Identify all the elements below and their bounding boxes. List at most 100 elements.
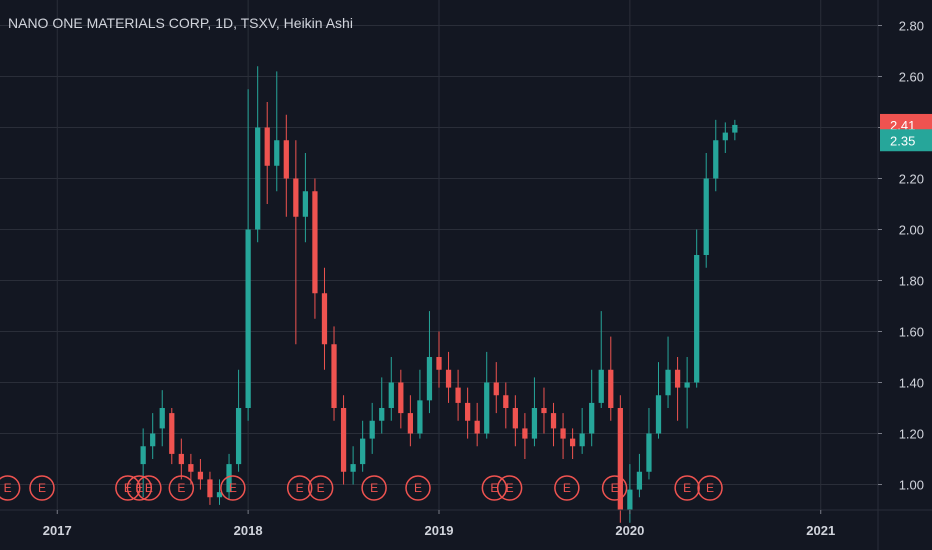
candle-body: [465, 402, 471, 421]
time-axis[interactable]: 2017 2018 2019 2020 2021: [43, 510, 835, 538]
candle-body: [340, 408, 347, 472]
candle-body: [617, 408, 623, 510]
candle-body: [293, 178, 299, 217]
candle-body: [674, 369, 681, 388]
candle-body: [665, 369, 671, 396]
candle-body: [178, 453, 184, 465]
earnings-marker[interactable]: [601, 475, 628, 501]
candle-body: [703, 178, 709, 255]
earnings-marker-label: E: [563, 481, 571, 495]
candle-body: [207, 479, 213, 498]
y-tick-label: 2.20: [899, 172, 924, 187]
candle-body: [436, 357, 442, 370]
earnings-marker-label: E: [135, 481, 143, 495]
y-tick-label: 1.00: [899, 478, 924, 493]
earnings-marker-label: E: [490, 481, 498, 495]
candle-body: [636, 471, 643, 490]
candle-body: [569, 438, 576, 447]
candle-body: [484, 382, 490, 434]
x-tick-label: 2019: [425, 523, 454, 538]
candle-body: [493, 382, 499, 396]
candle-body: [150, 433, 156, 447]
chart-title: NANO ONE MATERIALS CORP, 1D, TSXV, Heiki…: [8, 15, 353, 31]
y-tick-label: 2.00: [899, 223, 924, 238]
earnings-marker[interactable]: [697, 475, 723, 501]
earnings-marker[interactable]: [307, 475, 334, 501]
x-tick-label: 2020: [615, 523, 644, 538]
candle-body: [713, 140, 719, 179]
candle-body: [312, 191, 318, 294]
x-tick-label: 2021: [806, 523, 835, 538]
earnings-marker-label: E: [229, 481, 237, 495]
candle-body: [264, 127, 270, 166]
candle-body: [684, 382, 690, 388]
candle-body: [503, 395, 509, 408]
candle-body: [216, 492, 223, 498]
earnings-marker-label: E: [683, 481, 691, 495]
candle-body: [512, 408, 518, 429]
candle-body: [140, 446, 146, 465]
earnings-marker-label: E: [4, 481, 12, 495]
earnings-marker[interactable]: [674, 475, 700, 501]
x-tick-label: 2018: [234, 523, 263, 538]
candle-body: [541, 408, 547, 414]
y-tick-label: 1.60: [899, 325, 924, 340]
earnings-marker[interactable]: [554, 475, 580, 501]
earnings-marker[interactable]: [496, 475, 523, 501]
earnings-marker[interactable]: [0, 475, 21, 501]
earnings-marker[interactable]: [136, 475, 162, 501]
earnings-marker[interactable]: [481, 475, 508, 501]
earnings-marker[interactable]: [29, 475, 55, 501]
price-axis[interactable]: 2.802.602.402.202.001.801.601.401.201.00: [878, 19, 924, 493]
earnings-marker-label: E: [611, 481, 619, 495]
grid-lines: [0, 0, 878, 510]
candle-body: [417, 400, 423, 434]
price-badges: 2.412.35: [880, 113, 932, 152]
y-tick-label: 2.60: [899, 70, 924, 85]
candle-body: [474, 420, 480, 434]
candle-body: [350, 464, 356, 472]
earnings-marker-label: E: [414, 481, 422, 495]
y-tick-label: 1.20: [899, 427, 924, 442]
candle-body: [694, 255, 700, 383]
earnings-marker-label: E: [317, 481, 325, 495]
y-tick-label: 2.80: [899, 19, 924, 34]
candle-body: [426, 357, 433, 401]
earnings-marker-label: E: [370, 481, 378, 495]
earnings-marker[interactable]: [115, 475, 141, 501]
candle-body: [579, 433, 585, 447]
candle-body: [169, 413, 175, 454]
y-tick-label: 1.40: [899, 376, 924, 391]
earnings-marker[interactable]: [361, 475, 387, 501]
candle-body: [531, 408, 538, 439]
earnings-marker[interactable]: [220, 475, 246, 501]
price-badge-label: 2.41: [890, 118, 915, 133]
candle-body: [608, 369, 614, 408]
candle-body: [445, 369, 452, 388]
candle-body: [331, 344, 337, 408]
earnings-marker[interactable]: [405, 475, 431, 501]
candle-body: [732, 124, 738, 133]
candle-body: [589, 402, 595, 434]
earnings-marker-label: E: [296, 481, 304, 495]
candle-body: [455, 387, 461, 403]
earnings-marker[interactable]: [286, 475, 313, 501]
candle-body: [655, 395, 662, 434]
candle-body: [388, 382, 394, 408]
candle-body: [369, 420, 375, 439]
candle-body: [722, 132, 728, 141]
earnings-marker[interactable]: [168, 475, 195, 501]
candle-body: [226, 464, 232, 493]
earnings-marker[interactable]: [126, 475, 153, 501]
candle-body: [197, 471, 204, 480]
earnings-marker-label: E: [145, 481, 153, 495]
candle-body: [407, 413, 413, 434]
earnings-marker-label: E: [38, 481, 46, 495]
price-badge: [880, 129, 932, 152]
x-tick-label: 2017: [43, 523, 72, 538]
candle-body: [522, 428, 528, 439]
candle-body: [159, 408, 165, 429]
